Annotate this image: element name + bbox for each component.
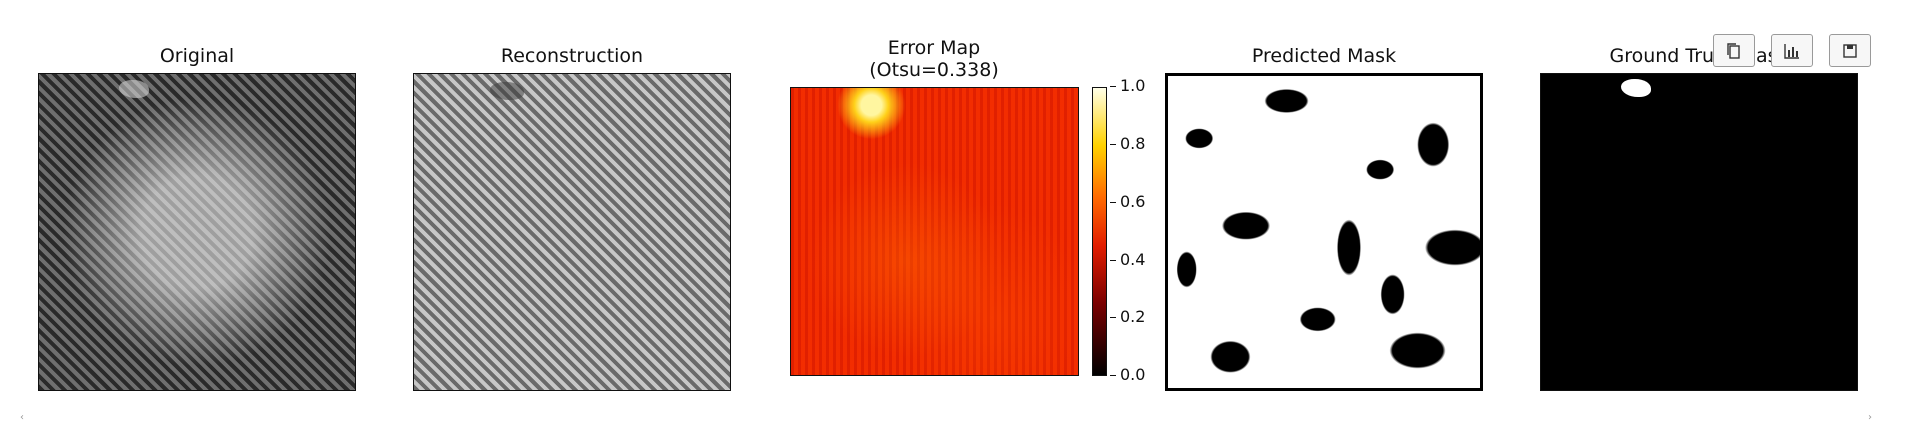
panel-title-original: Original [159,45,235,67]
scroll-right-arrow[interactable]: › [1868,412,1872,423]
colorbar-tick: 0.2 [1109,307,1146,326]
scroll-left-arrow[interactable]: ‹ [20,412,24,423]
copy-button[interactable] [1713,34,1755,67]
original-image [38,73,356,391]
error-colorbar [1092,87,1107,376]
panel-title-predicted-mask: Predicted Mask [1251,45,1397,67]
panel-title-reconstruction: Reconstruction [500,45,644,67]
panel-title-error-map: Error Map (Otsu=0.338) [869,37,999,81]
ground-truth-defect-blob [1621,79,1651,97]
error-map-image [790,87,1079,376]
colorbar-tick: 0.6 [1109,192,1146,211]
predicted-mask-image [1165,73,1483,391]
copy-icon [1727,42,1740,59]
colorbar-tick: 1.0 [1109,76,1146,95]
bar-chart-icon [1784,43,1799,59]
save-button[interactable] [1829,34,1871,67]
ground-truth-mask-image [1540,73,1858,391]
colorbar-tick: 0.4 [1109,250,1146,269]
colorbar-tick: 0.8 [1109,134,1146,153]
colorbar-tick: 0.0 [1109,365,1146,384]
reconstruction-image [413,73,731,391]
chart-button[interactable] [1771,34,1813,67]
save-icon [1843,43,1857,58]
